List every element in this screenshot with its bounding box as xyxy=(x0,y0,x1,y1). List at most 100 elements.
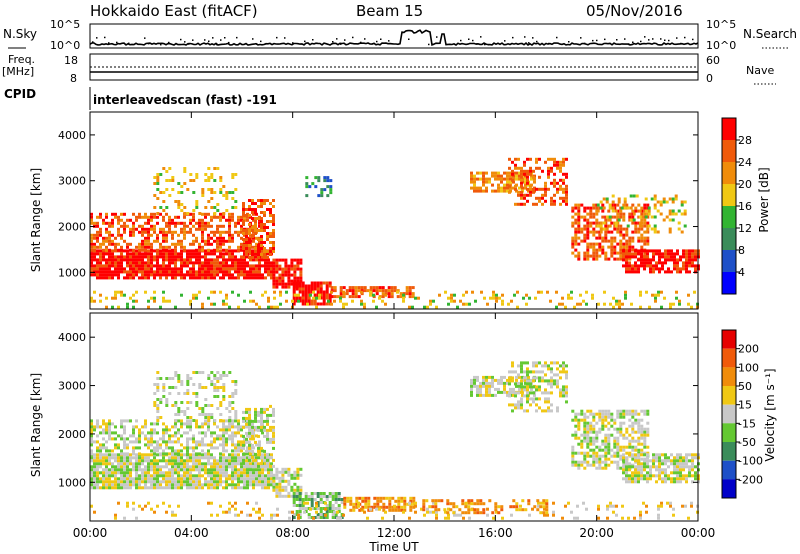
heatmap-cell xyxy=(610,433,614,437)
heatmap-cell xyxy=(165,459,168,463)
heatmap-cell xyxy=(544,373,547,377)
heatmap-cell xyxy=(571,409,575,413)
heatmap-cell xyxy=(269,464,272,468)
heatmap-cell xyxy=(574,248,578,252)
heatmap-cell xyxy=(535,160,538,164)
heatmap-cell xyxy=(246,276,249,280)
heatmap-cell xyxy=(319,290,323,294)
heatmap-cell xyxy=(263,202,266,205)
heatmap-cell xyxy=(165,258,168,262)
heatmap-cell xyxy=(628,245,632,249)
heatmap-cell xyxy=(219,471,222,475)
heatmap-cell xyxy=(583,454,587,458)
heatmap-cell xyxy=(237,218,240,222)
heatmap-cell xyxy=(272,473,276,477)
heatmap-cell xyxy=(583,206,587,210)
heatmap-cell xyxy=(331,495,335,498)
heatmap-cell xyxy=(204,221,207,225)
heatmap-cell xyxy=(267,264,270,268)
heatmap-cell xyxy=(358,508,362,512)
heatmap-cell xyxy=(275,258,279,262)
colorbar-tick-label: 16 xyxy=(738,200,752,213)
heatmap-cell xyxy=(577,418,581,422)
heatmap-cell xyxy=(174,252,177,256)
heatmap-cell xyxy=(105,258,108,262)
heatmap-cell xyxy=(126,224,129,228)
heatmap-cell xyxy=(328,293,332,297)
heatmap-cell xyxy=(648,305,651,309)
heatmap-cell xyxy=(207,239,210,243)
heatmap-cell xyxy=(429,302,432,306)
heatmap-cell xyxy=(565,400,568,404)
heatmap-cell xyxy=(292,492,296,495)
heatmap-cell xyxy=(252,276,255,280)
heatmap-cell xyxy=(162,248,165,252)
heatmap-cell xyxy=(577,421,581,425)
heatmap-cell xyxy=(258,221,261,225)
heatmap-cell xyxy=(571,451,575,455)
heatmap-cell xyxy=(668,227,672,231)
heatmap-cell xyxy=(538,397,541,401)
heatmap-cell xyxy=(278,488,282,492)
heatmap-cell xyxy=(319,495,323,498)
heatmap-cell xyxy=(412,499,416,503)
heatmap-cell xyxy=(601,439,605,443)
heatmap-cell xyxy=(156,212,160,215)
heatmap-cell xyxy=(162,255,165,259)
heatmap-cell xyxy=(462,516,465,520)
heatmap-cell xyxy=(330,302,333,306)
heatmap-cell xyxy=(264,486,267,490)
heatmap-cell xyxy=(423,305,426,309)
heatmap-cell xyxy=(491,393,494,397)
heatmap-cell xyxy=(583,451,587,455)
heatmap-cell xyxy=(402,292,406,296)
heatmap-cell xyxy=(213,264,216,268)
heatmap-cell xyxy=(333,289,337,293)
heatmap-cell xyxy=(141,224,144,228)
heatmap-cell xyxy=(295,504,299,507)
heatmap-cell xyxy=(189,474,192,478)
heatmap-cell xyxy=(183,410,187,413)
heatmap-cell xyxy=(192,242,195,246)
heatmap-cell xyxy=(607,448,611,452)
heatmap-cell xyxy=(216,239,219,243)
heatmap-cell xyxy=(189,468,192,472)
heatmap-cell xyxy=(204,215,207,219)
heatmap-cell xyxy=(225,465,228,469)
heatmap-cell xyxy=(159,452,162,456)
heatmap-cell xyxy=(189,179,193,182)
heatmap-cell xyxy=(488,384,491,388)
heatmap-cell xyxy=(492,293,495,297)
noise-dot xyxy=(180,38,182,41)
heatmap-cell xyxy=(574,233,578,237)
heatmap-cell xyxy=(234,416,238,419)
heatmap-cell xyxy=(114,248,117,252)
heatmap-cell xyxy=(198,261,201,265)
heatmap-cell xyxy=(307,299,311,303)
heatmap-cell xyxy=(213,437,216,441)
heatmap-cell xyxy=(322,492,326,495)
heatmap-cell xyxy=(117,258,120,262)
heatmap-cell xyxy=(610,248,614,252)
heatmap-cell xyxy=(144,471,147,475)
heatmap-cell xyxy=(198,468,201,472)
heatmap-cell xyxy=(114,480,117,484)
heatmap-cell xyxy=(316,281,320,285)
heatmap-cell xyxy=(129,468,132,472)
heatmap-cell xyxy=(592,203,596,207)
heatmap-cell xyxy=(526,178,529,182)
heatmap-cell xyxy=(577,442,581,446)
heatmap-cell xyxy=(254,464,257,468)
heatmap-cell xyxy=(574,463,578,467)
heatmap-cell xyxy=(225,456,228,460)
heatmap-cell xyxy=(114,465,117,469)
heatmap-cell xyxy=(479,384,482,388)
heatmap-cell xyxy=(355,499,359,503)
heatmap-cell xyxy=(231,443,234,447)
heatmap-cell xyxy=(263,410,266,414)
heatmap-cell xyxy=(556,160,559,164)
heatmap-cell xyxy=(150,233,153,237)
heatmap-cell xyxy=(108,258,111,262)
heatmap-cell xyxy=(219,230,222,234)
heatmap-cell xyxy=(272,446,275,450)
